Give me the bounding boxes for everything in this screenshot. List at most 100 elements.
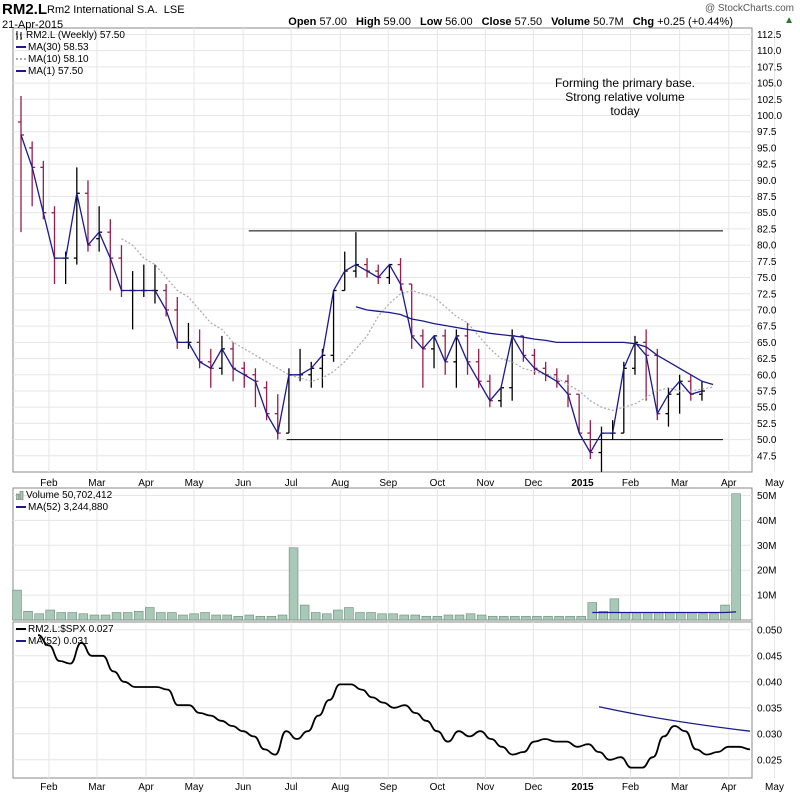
y-tick-label: 50.0	[757, 435, 777, 446]
volume-bar	[111, 612, 122, 621]
panel-frame-rs	[12, 621, 753, 779]
x-tick-label: Feb	[40, 782, 58, 793]
y-tick-label: 0.030	[757, 729, 782, 740]
y-tick-label: 105.0	[757, 79, 782, 90]
ohlc-value: 56.00	[445, 16, 473, 28]
volume-bar	[333, 609, 343, 621]
legend-ma30: MA(30) 58.53	[16, 42, 89, 53]
y-tick-label: 47.5	[757, 451, 777, 462]
x-tick-label: Oct	[430, 782, 446, 793]
volume-bar	[687, 612, 697, 621]
y-tick-label: 0.040	[757, 677, 782, 688]
x-tick-label: Nov	[476, 782, 494, 793]
x-tick-label: Apr	[721, 782, 737, 793]
volume-bar	[421, 615, 432, 621]
y-tick-label: 85.0	[757, 208, 777, 219]
price-bar	[352, 232, 359, 278]
volume-bar	[443, 614, 454, 621]
ohlc-value: 50.7M	[593, 16, 624, 28]
volume-bar	[34, 613, 44, 621]
y-tick-label: 107.5	[757, 62, 782, 73]
annotation-line: today	[610, 104, 640, 118]
ohlc-readout: Open 57.00 High 59.00 Low 56.00 Close 57.50…	[288, 16, 742, 28]
price-bar	[542, 361, 549, 382]
y-tick-label: 87.5	[757, 192, 777, 203]
ma30-swatch	[16, 46, 26, 49]
ma1-line	[20, 134, 703, 454]
x-tick-label: Dec	[524, 782, 542, 793]
volume-bar	[67, 612, 78, 621]
volume-bar	[454, 614, 465, 621]
price-bar	[620, 361, 627, 434]
volume-bar	[355, 612, 365, 621]
y-tick-label: 67.5	[757, 322, 777, 333]
ohlc-key: Chg	[632, 16, 658, 28]
quote-date: 21-Apr-2015	[2, 19, 64, 31]
bar-chart-icon	[16, 30, 24, 40]
volume-bar	[78, 613, 89, 621]
x-tick-label: Sep	[379, 478, 397, 489]
volume-bar	[89, 614, 100, 621]
annotation-text: Forming the primary base. Strong relativ…	[530, 76, 720, 118]
x-tick-label: Oct	[430, 478, 446, 489]
x-tick-label: Aug	[331, 478, 349, 489]
volume-bar	[709, 613, 719, 621]
ohlc-key: Open	[288, 16, 320, 28]
price-bar	[297, 348, 304, 382]
volume-bar	[100, 614, 111, 621]
volume-bar	[554, 615, 564, 621]
y-tick-label: 82.5	[757, 224, 777, 235]
y-tick-label: 60.0	[757, 370, 777, 381]
panel-frame-price	[12, 27, 753, 473]
x-tick-label: Mar	[88, 478, 106, 489]
price-bar	[230, 342, 237, 382]
price-bar	[151, 264, 158, 304]
ohlc-value: 57.00	[319, 16, 347, 28]
volume-bar	[510, 615, 520, 621]
legend-volume-ma: MA(52) 3,244,880	[16, 502, 108, 513]
y-tick-label: 30M	[757, 541, 776, 552]
volume-bar	[45, 609, 55, 621]
volume-bar	[388, 613, 398, 621]
volume-bar	[322, 613, 332, 621]
y-tick-label: 0.050	[757, 625, 782, 636]
volume-bar	[521, 615, 531, 621]
volume-bar	[277, 614, 288, 621]
y-tick-label: 72.5	[757, 289, 777, 300]
volume-bar	[476, 614, 487, 621]
y-tick-label: 62.5	[757, 354, 777, 365]
volume-bar	[167, 612, 177, 621]
x-tick-label: Feb	[40, 478, 58, 489]
ma30-line	[355, 306, 714, 386]
volume-bar	[399, 614, 409, 621]
x-tick-label: 2015	[571, 782, 594, 793]
y-tick-label: 0.025	[757, 755, 782, 766]
price-bar	[129, 271, 136, 330]
legend-relative-strength: RM2.L:$SPX 0.027	[16, 624, 114, 635]
volume-bar	[310, 612, 321, 621]
volume-bar	[178, 614, 188, 621]
price-bar	[84, 180, 91, 252]
volume-bar	[543, 615, 553, 621]
panel-frame-vol	[12, 487, 753, 621]
x-tick-label: Dec	[524, 478, 542, 489]
volume-bar	[499, 615, 509, 621]
ohlc-key: High	[355, 16, 384, 28]
volume-bar	[145, 607, 155, 621]
volume-bar	[122, 612, 133, 621]
legend-ma10: MA(10) 58.10	[16, 54, 89, 65]
volume-bar	[255, 615, 266, 621]
x-tick-label: 2015	[571, 478, 594, 489]
y-tick-label: 52.5	[757, 419, 777, 430]
volume-bar	[244, 614, 255, 621]
y-tick-label: 112.5	[757, 30, 782, 41]
volume-bar	[266, 615, 277, 621]
legend-ma1: MA(1) 57.50	[16, 66, 83, 77]
x-tick-label: May	[185, 478, 204, 489]
volume-bar	[156, 612, 166, 621]
x-tick-label: Apr	[138, 478, 154, 489]
y-tick-label: 0.045	[757, 651, 782, 662]
price-bar	[73, 167, 80, 265]
ohlc-key: Low	[420, 16, 446, 28]
ohlc-value: 57.50	[514, 16, 543, 28]
